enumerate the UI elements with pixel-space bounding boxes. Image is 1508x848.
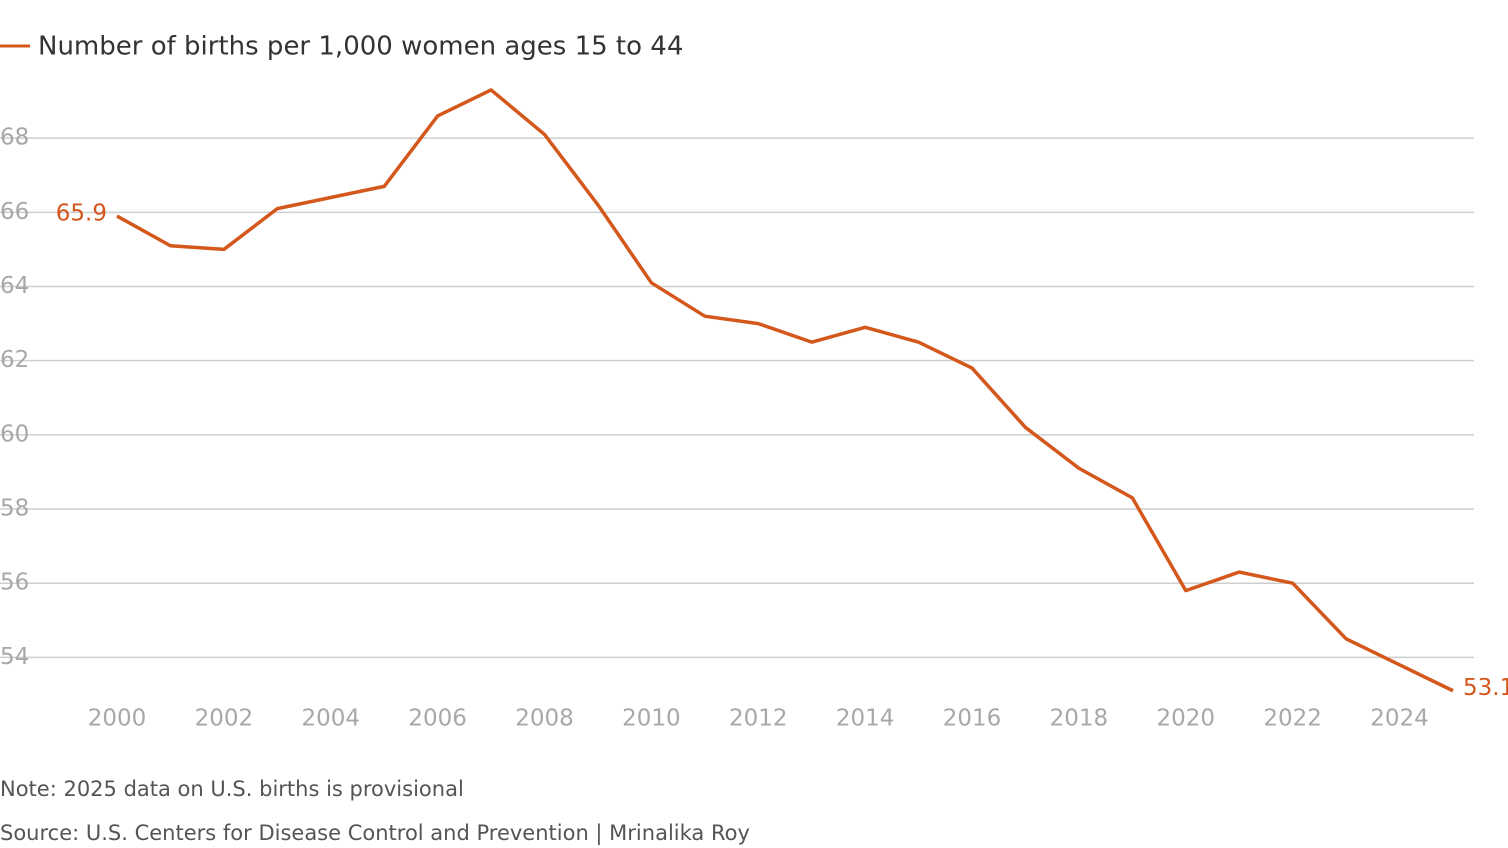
x-tick-label: 2010 bbox=[622, 706, 681, 732]
x-tick-label: 2004 bbox=[301, 706, 360, 732]
x-tick-label: 2006 bbox=[408, 706, 467, 732]
y-tick-label: 54 bbox=[0, 644, 29, 670]
y-tick-label: 58 bbox=[0, 496, 29, 522]
x-tick-label: 2012 bbox=[729, 706, 788, 732]
y-tick-label: 66 bbox=[0, 199, 29, 225]
y-tick-label: 68 bbox=[0, 125, 29, 151]
y-tick-label: 64 bbox=[0, 273, 29, 299]
legend-label: Number of births per 1,000 women ages 15… bbox=[38, 32, 683, 62]
y-tick-label: 56 bbox=[0, 570, 29, 596]
x-tick-label: 2022 bbox=[1263, 706, 1322, 732]
source: Source: U.S. Centers for Disease Control… bbox=[0, 821, 750, 846]
y-tick-label: 62 bbox=[0, 347, 29, 373]
x-tick-label: 2008 bbox=[515, 706, 574, 732]
x-tick-label: 2014 bbox=[836, 706, 895, 732]
x-tick-label: 2000 bbox=[88, 706, 147, 732]
x-tick-label: 2018 bbox=[1050, 706, 1109, 732]
x-tick-label: 2020 bbox=[1157, 706, 1216, 732]
data-label: 65.9 bbox=[56, 201, 107, 227]
x-tick-label: 2016 bbox=[943, 706, 1002, 732]
note: Note: 2025 data on U.S. births is provis… bbox=[0, 777, 464, 801]
x-tick-label: 2024 bbox=[1370, 706, 1429, 732]
data-label: 53.1 bbox=[1463, 675, 1508, 701]
y-tick-label: 60 bbox=[0, 421, 29, 447]
x-tick-label: 2002 bbox=[195, 706, 254, 732]
series-line bbox=[116, 88, 1454, 693]
